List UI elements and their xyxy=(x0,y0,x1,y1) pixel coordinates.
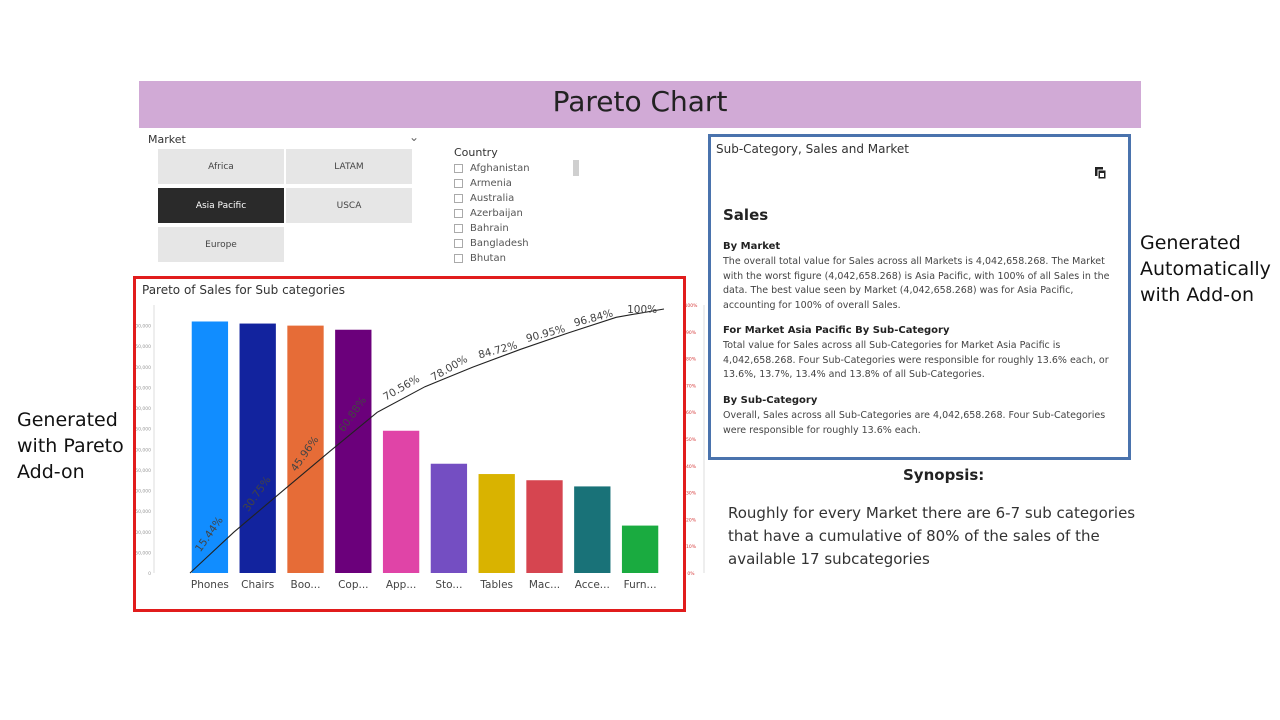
country-item[interactable]: Afghanistan xyxy=(454,161,530,175)
checkbox[interactable] xyxy=(454,178,463,188)
scrollbar-thumb[interactable] xyxy=(573,160,579,176)
market-button-usca[interactable]: USCA xyxy=(286,188,412,223)
country-item[interactable]: Bahrain xyxy=(454,221,509,235)
y2-tick-label: 50% xyxy=(686,437,697,443)
y2-tick-label: 100% xyxy=(685,303,699,309)
x-tick-label: Sto... xyxy=(435,579,462,591)
x-tick-label: Cop... xyxy=(338,579,368,591)
x-tick-label: Phones xyxy=(191,579,229,591)
y-tick-label: 450,000 xyxy=(136,385,151,391)
bar xyxy=(287,325,324,573)
y2-tick-label: 20% xyxy=(686,517,697,523)
pareto-chart[interactable]: 0 50,000 100,000 150,000 200,000 250,000 300,0… xyxy=(136,300,706,605)
bar xyxy=(191,321,229,573)
cumulative-label: 90.95% xyxy=(525,323,567,345)
y2-tick-label: 30% xyxy=(686,491,697,497)
x-tick-label: App... xyxy=(386,579,417,591)
annotation-right: Generated Automatically with Add-on xyxy=(1140,232,1271,306)
bar xyxy=(621,525,659,573)
smart-narrative-card xyxy=(708,134,1131,460)
bar xyxy=(335,329,372,573)
checkbox[interactable] xyxy=(454,193,463,203)
narrative-paragraph: Total value for Sales across all Sub-Cat… xyxy=(723,340,1109,380)
checkbox[interactable] xyxy=(454,223,463,233)
cumulative-label: 96.84% xyxy=(573,307,615,329)
pareto-chart-title: Pareto of Sales for Sub categories xyxy=(142,283,345,297)
y2-tick-label: 40% xyxy=(686,464,697,470)
chevron-down-icon[interactable]: ⌄ xyxy=(409,130,420,144)
x-tick-label: Furn... xyxy=(624,579,657,591)
bar xyxy=(239,323,276,573)
country-item[interactable]: Azerbaijan xyxy=(454,206,523,220)
narrative-paragraph: Overall, Sales across all Sub-Categories… xyxy=(723,410,1106,436)
narrative-subheading: For Market Asia Pacific By Sub-Category xyxy=(723,325,950,336)
y-tick-label: 100,000 xyxy=(136,530,151,536)
checkbox[interactable] xyxy=(454,163,463,173)
annotation-left: Generated with Pareto Add-on xyxy=(17,409,124,483)
copy-icon[interactable] xyxy=(1094,166,1108,180)
y2-tick-label: 10% xyxy=(686,544,697,550)
checkbox[interactable] xyxy=(454,238,463,248)
y-tick-label: 500,000 xyxy=(136,365,151,371)
country-slicer-label: Country xyxy=(454,146,498,159)
market-button-asia-pacific[interactable]: Asia Pacific xyxy=(158,188,284,223)
cumulative-label: 78.00% xyxy=(429,353,470,383)
y-tick-label: 150,000 xyxy=(136,509,151,515)
market-button-latam[interactable]: LATAM xyxy=(286,149,412,184)
synopsis-heading: Synopsis: xyxy=(903,466,985,484)
cumulative-label: 100% xyxy=(627,304,657,316)
narrative-subheading: By Sub-Category xyxy=(723,395,818,406)
y-tick-label: 300,000 xyxy=(136,447,151,453)
narrative-subheading: By Market xyxy=(723,241,781,252)
y2-tick-label: 0% xyxy=(687,571,695,577)
bar xyxy=(430,463,468,573)
pareto-highlight-frame xyxy=(133,276,686,612)
bar xyxy=(526,480,563,573)
y-tick-label: 550,000 xyxy=(136,344,151,350)
checkbox[interactable] xyxy=(454,208,463,218)
smart-narrative-title: Sub-Category, Sales and Market xyxy=(716,142,910,156)
x-tick-label: Boo... xyxy=(291,579,321,591)
y-tick-label: 50,000 xyxy=(136,550,151,556)
country-item[interactable]: Bangladesh xyxy=(454,236,529,250)
y-tick-label: 400,000 xyxy=(136,406,151,412)
country-item[interactable]: Armenia xyxy=(454,176,512,190)
checkbox[interactable] xyxy=(454,253,463,263)
cumulative-line xyxy=(189,308,665,574)
y-tick-label: 200,000 xyxy=(136,489,151,495)
x-tick-label: Tables xyxy=(479,579,513,591)
narrative-paragraph: The overall total value for Sales across… xyxy=(723,256,1110,311)
y-tick-label: 350,000 xyxy=(136,427,151,433)
market-slicer-label: Market xyxy=(148,133,186,146)
bar xyxy=(478,474,515,573)
bar xyxy=(382,430,420,573)
x-tick-label: Mac... xyxy=(529,579,560,591)
narrative-heading: Sales xyxy=(723,206,769,224)
y2-tick-label: 80% xyxy=(686,357,697,363)
market-button-europe[interactable]: Europe xyxy=(158,227,284,262)
bar xyxy=(574,486,611,573)
x-tick-label: Chairs xyxy=(241,579,274,591)
y-tick-label: 0 xyxy=(148,571,151,577)
page-title: Pareto Chart xyxy=(552,85,728,118)
country-item[interactable]: Australia xyxy=(454,191,514,205)
market-button-africa[interactable]: Africa xyxy=(158,149,284,184)
y-tick-label: 600,000 xyxy=(136,324,151,330)
title-banner: Pareto Chart xyxy=(139,81,1141,128)
synopsis-text: Roughly for every Market there are 6-7 s… xyxy=(728,504,1136,568)
y2-tick-label: 70% xyxy=(686,383,697,389)
country-item[interactable]: Bhutan xyxy=(454,251,506,265)
y-tick-label: 250,000 xyxy=(136,468,151,474)
y2-tick-label: 90% xyxy=(686,330,697,336)
x-tick-label: Acce... xyxy=(575,579,610,591)
y2-tick-label: 60% xyxy=(686,410,697,416)
